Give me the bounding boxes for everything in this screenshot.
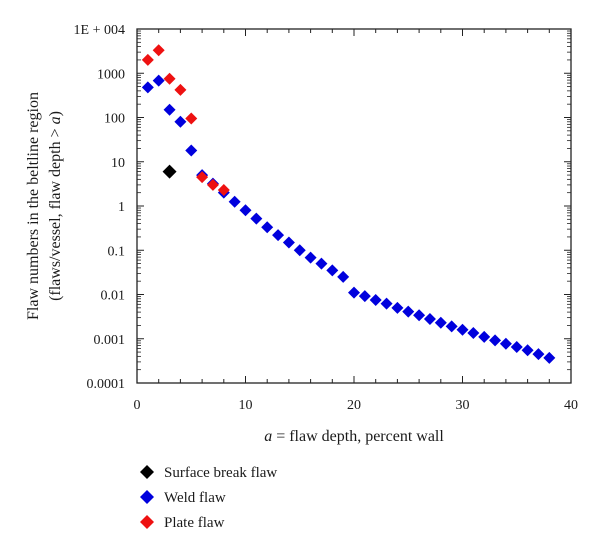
data-point	[499, 337, 512, 350]
y-tick-label: 0.01	[101, 289, 126, 304]
x-tick-label: 30	[456, 398, 470, 413]
y-tick-label: 0.1	[108, 244, 126, 259]
data-point	[206, 178, 219, 191]
data-point	[272, 229, 285, 242]
y-tick-label: 1E + 004	[74, 23, 125, 38]
data-point	[456, 323, 469, 336]
data-point	[141, 53, 154, 66]
legend-label: Surface break flaw	[164, 465, 277, 481]
data-point	[282, 236, 295, 249]
data-point	[185, 112, 198, 125]
data-point	[369, 294, 382, 307]
data-point	[478, 330, 491, 343]
axis-ticks	[136, 28, 572, 384]
y-tick-label: 100	[104, 112, 125, 127]
data-point	[413, 309, 426, 322]
y-axis-title-line1: Flaw numbers in the beltline region	[25, 92, 42, 320]
y-tick-label: 1000	[97, 67, 125, 82]
data-point	[543, 351, 556, 364]
x-tick-label: 0	[134, 398, 141, 413]
data-point	[141, 81, 154, 94]
data-point	[521, 344, 534, 357]
data-point	[185, 144, 198, 157]
data-point	[391, 301, 404, 314]
legend-marker	[140, 490, 154, 504]
data-point	[152, 44, 165, 57]
data-point	[532, 348, 545, 361]
y-axis-title-line2: (flaws/vessel, flaw depth > a)	[47, 111, 64, 301]
x-tick-label: 20	[347, 398, 361, 413]
data-point	[261, 221, 274, 234]
y-tick-label: 10	[111, 156, 125, 171]
y-tick-label: 0.001	[94, 333, 126, 348]
data-point	[434, 316, 447, 329]
data-point	[467, 326, 480, 339]
data-point	[250, 212, 263, 225]
data-point	[380, 297, 393, 310]
data-point	[489, 334, 502, 347]
axis-tick-labels: 0 10 20 30 40 0.0001 0.001 0.01 0.1 1 10 100 1000 1E …	[74, 23, 578, 413]
data-point	[402, 305, 415, 318]
legend-marker	[140, 515, 154, 529]
data-point	[510, 341, 523, 354]
legend: Surface break flaw Weld flaw Plate flaw	[140, 465, 277, 531]
data-point	[228, 195, 241, 208]
data-point	[163, 103, 176, 116]
data-point	[304, 251, 317, 264]
data-point	[337, 270, 350, 283]
data-point	[423, 312, 436, 325]
y-tick-label: 1	[118, 200, 125, 215]
data-point	[445, 320, 458, 333]
data-point	[162, 164, 177, 179]
data-point	[174, 115, 187, 128]
data-point	[163, 72, 176, 85]
data-point	[358, 290, 371, 303]
legend-marker	[140, 465, 154, 479]
data-point	[239, 204, 252, 217]
data-point	[326, 264, 339, 277]
data-point	[196, 171, 209, 184]
data-point	[217, 183, 230, 196]
y-tick-label: 0.0001	[87, 377, 126, 392]
data-point	[315, 257, 328, 270]
legend-label: Plate flaw	[164, 515, 225, 531]
data-points	[141, 44, 556, 364]
data-point	[348, 286, 360, 299]
data-point	[293, 244, 306, 257]
plot-frame	[136, 28, 572, 384]
legend-label: Weld flaw	[164, 490, 226, 506]
data-point	[174, 83, 187, 96]
x-tick-label: 40	[564, 398, 578, 413]
data-point	[152, 74, 165, 87]
x-tick-label: 10	[239, 398, 253, 413]
x-axis-title: a = flaw depth, percent wall	[264, 428, 444, 445]
